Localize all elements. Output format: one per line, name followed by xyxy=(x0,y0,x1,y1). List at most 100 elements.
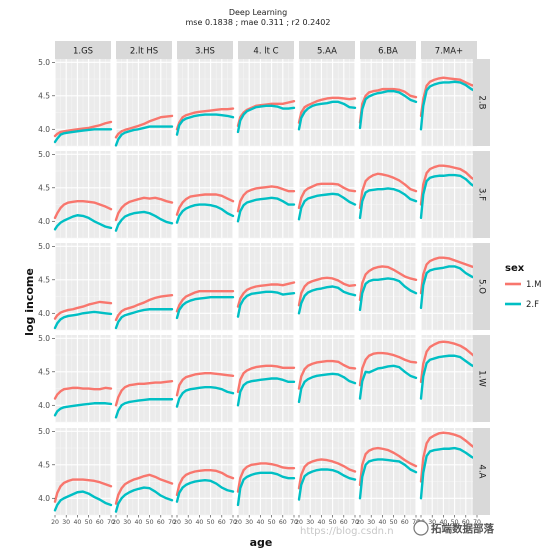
series-line-male xyxy=(236,462,296,493)
x-tick-label: 20 xyxy=(234,519,242,526)
series-line-male xyxy=(358,265,418,302)
series-line-female xyxy=(297,100,357,131)
facet-panel xyxy=(237,243,295,331)
y-tick-label: 4.0 xyxy=(38,125,50,134)
facet-panel xyxy=(115,151,173,239)
series-line-female xyxy=(358,364,418,400)
x-tick-label: 50 xyxy=(390,519,398,526)
facet-panel xyxy=(237,151,295,239)
x-tick-label: 60 xyxy=(401,519,409,526)
series-line-female xyxy=(114,486,174,513)
facet-strip-row-label: 3.F xyxy=(477,188,487,201)
series-line-male xyxy=(358,172,418,210)
facet-panel xyxy=(54,151,112,239)
y-tick-label: 4.5 xyxy=(38,184,50,193)
legend-label-female: 2.F xyxy=(526,300,539,310)
y-tick-label: 5.0 xyxy=(38,58,50,67)
series-line-female xyxy=(53,214,113,231)
x-tick-label: 40 xyxy=(439,519,447,526)
facet-panel xyxy=(176,335,234,423)
x-tick-label: 50 xyxy=(85,519,93,526)
facet-panel xyxy=(298,428,356,516)
facet-panel xyxy=(115,428,173,516)
y-tick-label: 4.0 xyxy=(38,217,50,226)
x-tick-label: 60 xyxy=(157,519,165,526)
facet-strip-column xyxy=(177,41,233,59)
y-tick-label: 5.0 xyxy=(38,242,50,251)
x-tick-label: 40 xyxy=(195,519,203,526)
legend-label-male: 1.M xyxy=(526,280,541,290)
facet-strip-row xyxy=(473,151,490,238)
facet-panel xyxy=(115,335,173,423)
series-line-female xyxy=(236,196,296,223)
facet-panel xyxy=(115,59,173,147)
x-tick-label: 30 xyxy=(184,519,192,526)
x-tick-label: 70 xyxy=(168,519,176,526)
series-line-male xyxy=(419,164,479,206)
facet-panel xyxy=(420,151,478,239)
brand-icon xyxy=(413,520,429,536)
series-line-male xyxy=(175,193,235,216)
series-line-male xyxy=(236,185,296,213)
series-line-female xyxy=(236,377,296,407)
facet-panels xyxy=(53,59,479,516)
series-line-male xyxy=(419,431,479,483)
series-line-male xyxy=(175,371,235,397)
facet-strip-column xyxy=(238,41,294,59)
series-line-female xyxy=(53,402,113,417)
facet-strip-column xyxy=(360,41,416,59)
x-tick-label: 20 xyxy=(356,519,364,526)
facet-strip-row-label: 4.A xyxy=(477,465,487,479)
y-tick-label: 4.0 xyxy=(38,401,50,410)
y-tick-label: 5.0 xyxy=(38,427,50,436)
x-tick-label: 30 xyxy=(306,519,314,526)
x-tick-label: 70 xyxy=(290,519,298,526)
watermark-text: https://blog.csdn.n xyxy=(300,526,394,537)
series-line-male xyxy=(297,182,357,210)
series-line-male xyxy=(419,256,479,295)
facet-panel xyxy=(237,335,295,423)
y-tick-label: 4.5 xyxy=(38,92,50,101)
x-tick-label: 20 xyxy=(112,519,120,526)
series-line-female xyxy=(297,468,357,501)
y-tick-label: 4.0 xyxy=(38,494,50,503)
facet-strip-row-label: 1.W xyxy=(477,370,487,387)
facet-strip-row xyxy=(473,335,490,422)
legend-title: sex xyxy=(505,263,525,274)
x-tick-label: 50 xyxy=(268,519,276,526)
facet-panel xyxy=(359,428,417,516)
x-tick-label: 20 xyxy=(51,519,59,526)
y-axis-title: log income xyxy=(23,268,36,336)
series-line-female xyxy=(175,203,235,224)
facet-strip-column-label: 2.lt HS xyxy=(130,47,158,57)
series-line-female xyxy=(175,479,235,503)
facet-panel xyxy=(115,243,173,331)
x-tick-label: 40 xyxy=(134,519,142,526)
x-tick-label: 50 xyxy=(146,519,154,526)
series-line-female xyxy=(358,458,418,500)
facet-strip-column xyxy=(299,41,355,59)
facet-strips: 1.GS 2.lt HS 3.HS 4. lt C 5.AA 6.BA 7.MA+ 2.B 3.… xyxy=(55,41,490,515)
x-tick-label: 50 xyxy=(329,519,337,526)
chart-title: Deep Learning xyxy=(229,8,287,17)
facet-panel xyxy=(359,59,417,147)
facet-strip-column xyxy=(55,41,111,59)
facet-strip-row-label: 5.O xyxy=(477,279,487,294)
brand-logo: 拓端数据部落 xyxy=(413,520,494,536)
y-tick-label: 4.5 xyxy=(38,276,50,285)
series-line-female xyxy=(53,128,113,144)
series-line-male xyxy=(236,99,296,128)
series-line-female xyxy=(236,104,296,134)
series-line-male xyxy=(114,473,174,505)
series-line-male xyxy=(114,114,174,139)
facet-panel xyxy=(54,243,112,331)
facet-strip-column-label: 5.AA xyxy=(317,47,337,57)
y-tick-label: 4.5 xyxy=(38,368,50,377)
series-line-male xyxy=(53,478,113,503)
x-tick-label: 30 xyxy=(62,519,70,526)
x-tick-label: 30 xyxy=(367,519,375,526)
series-line-male xyxy=(175,107,235,131)
x-tick-label: 30 xyxy=(245,519,253,526)
